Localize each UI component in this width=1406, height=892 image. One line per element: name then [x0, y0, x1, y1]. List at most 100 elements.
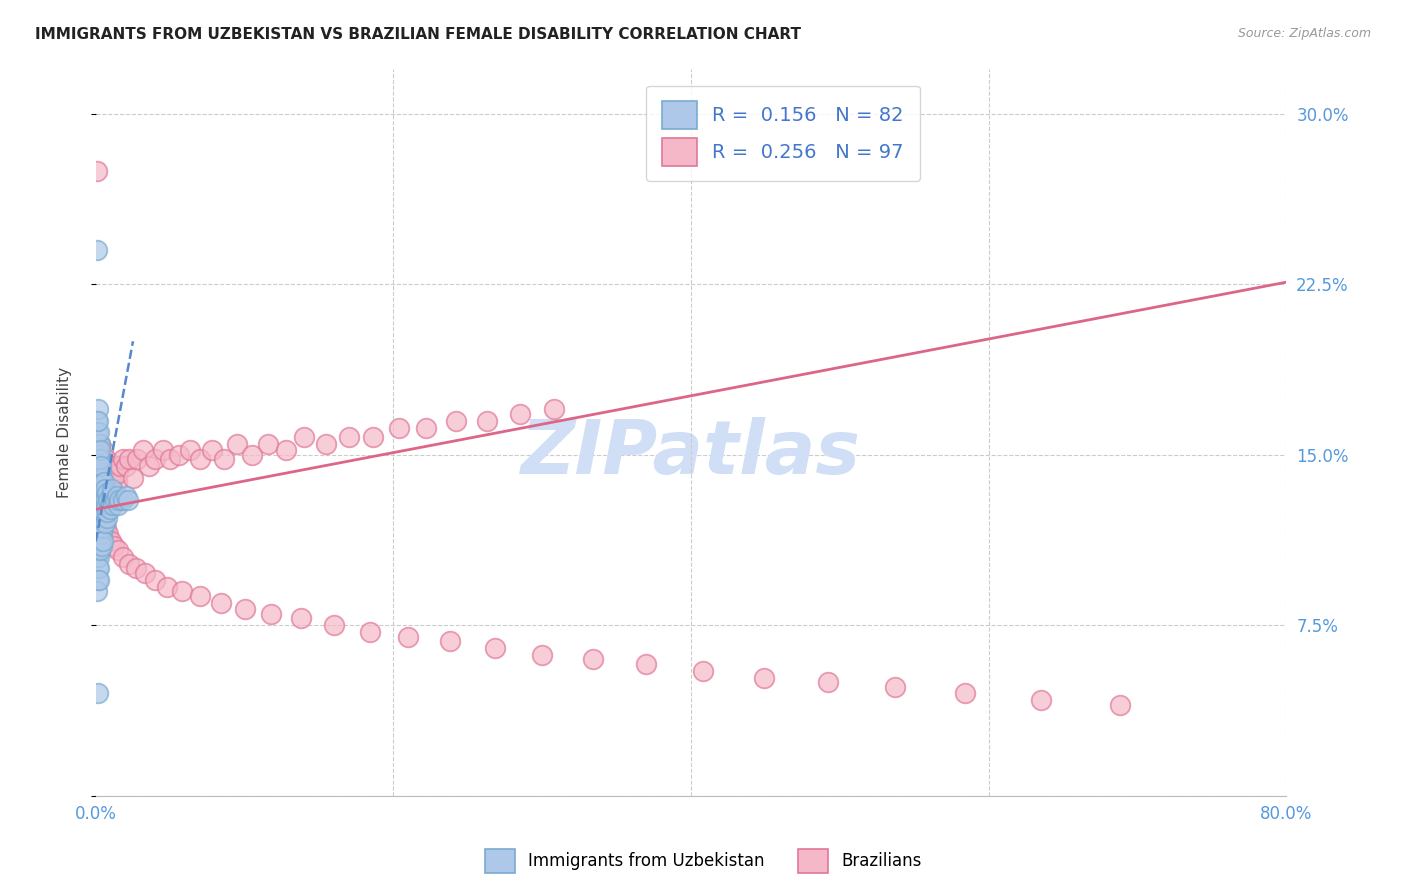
Text: Source: ZipAtlas.com: Source: ZipAtlas.com	[1237, 27, 1371, 40]
Point	[89, 511, 111, 525]
Point	[86, 414, 108, 428]
Point	[87, 505, 110, 519]
Point	[90, 498, 112, 512]
Point	[89, 436, 111, 450]
Point	[107, 543, 129, 558]
Point	[125, 561, 148, 575]
Point	[1029, 693, 1052, 707]
Point	[359, 625, 381, 640]
Point	[111, 493, 134, 508]
Point	[444, 414, 467, 428]
Point	[233, 602, 256, 616]
Point	[201, 443, 224, 458]
Point	[100, 534, 122, 549]
Point	[91, 498, 114, 512]
Point	[86, 482, 108, 496]
Point	[752, 671, 775, 685]
Point	[90, 475, 112, 490]
Point	[86, 505, 108, 519]
Point	[226, 436, 249, 450]
Point	[87, 493, 110, 508]
Point	[90, 452, 112, 467]
Point	[91, 520, 114, 534]
Point	[107, 466, 129, 480]
Point	[86, 244, 108, 258]
Point	[89, 482, 111, 496]
Point	[107, 498, 129, 512]
Point	[257, 436, 280, 450]
Point	[96, 475, 118, 490]
Point	[86, 163, 108, 178]
Point	[152, 443, 174, 458]
Y-axis label: Female Disability: Female Disability	[58, 367, 72, 498]
Point	[90, 459, 112, 474]
Point	[100, 482, 122, 496]
Point	[105, 489, 128, 503]
Point	[87, 448, 110, 462]
Point	[188, 452, 211, 467]
Point	[138, 459, 160, 474]
Point	[91, 505, 114, 519]
Point	[98, 475, 121, 490]
Point	[143, 452, 166, 467]
Point	[98, 498, 121, 512]
Point	[159, 452, 181, 467]
Point	[87, 573, 110, 587]
Point	[290, 611, 312, 625]
Point	[96, 486, 118, 500]
Point	[86, 543, 108, 558]
Point	[93, 516, 115, 530]
Point	[111, 452, 134, 467]
Point	[96, 493, 118, 508]
Point	[89, 498, 111, 512]
Text: ZIPatlas: ZIPatlas	[522, 417, 860, 491]
Point	[86, 511, 108, 525]
Point	[111, 550, 134, 565]
Point	[86, 561, 108, 575]
Point	[96, 498, 118, 512]
Point	[90, 511, 112, 525]
Point	[87, 505, 110, 519]
Point	[86, 493, 108, 508]
Point	[103, 498, 125, 512]
Point	[172, 584, 194, 599]
Point	[89, 498, 111, 512]
Point	[509, 407, 531, 421]
Point	[91, 534, 114, 549]
Point	[87, 425, 110, 439]
Point	[89, 452, 111, 467]
Point	[240, 448, 263, 462]
Point	[86, 459, 108, 474]
Point	[1108, 698, 1130, 712]
Point	[87, 539, 110, 553]
Point	[884, 680, 907, 694]
Point	[415, 420, 437, 434]
Point	[97, 482, 120, 496]
Point	[86, 520, 108, 534]
Point	[97, 527, 120, 541]
Point	[86, 470, 108, 484]
Point	[276, 443, 298, 458]
Point	[90, 505, 112, 519]
Point	[484, 640, 506, 655]
Point	[90, 527, 112, 541]
Point	[90, 516, 112, 530]
Point	[114, 459, 136, 474]
Text: IMMIGRANTS FROM UZBEKISTAN VS BRAZILIAN FEMALE DISABILITY CORRELATION CHART: IMMIGRANTS FROM UZBEKISTAN VS BRAZILIAN …	[35, 27, 801, 42]
Point	[292, 430, 315, 444]
Point	[87, 493, 110, 508]
Point	[636, 657, 658, 671]
Point	[90, 466, 112, 480]
Point	[86, 584, 108, 599]
Point	[361, 430, 384, 444]
Point	[531, 648, 554, 662]
Point	[582, 652, 605, 666]
Point	[91, 470, 114, 484]
Point	[91, 482, 114, 496]
Point	[94, 493, 117, 508]
Point	[122, 470, 145, 484]
Point	[98, 502, 121, 516]
Point	[103, 539, 125, 553]
Point	[817, 675, 839, 690]
Point	[89, 443, 111, 458]
